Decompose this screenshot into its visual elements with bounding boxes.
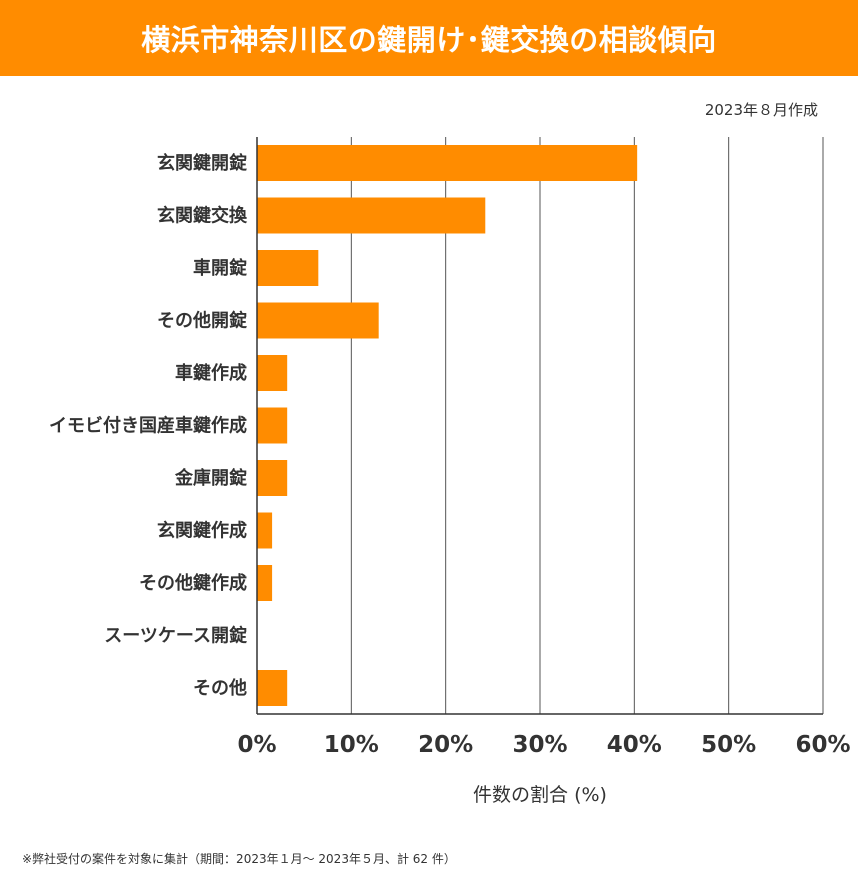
x-axis-label: 件数の割合 (%) <box>473 784 607 806</box>
bar <box>257 302 379 339</box>
bar <box>257 565 273 601</box>
created-date: 2023年８月作成 <box>704 101 818 119</box>
x-tick-label: 40% <box>607 732 662 758</box>
axes <box>256 137 823 715</box>
category-label: 玄関鍵開錠 <box>157 152 247 174</box>
category-label: イモビ付き国産車鍵作成 <box>49 415 247 437</box>
bar <box>257 670 288 706</box>
bar <box>257 460 288 496</box>
category-label: 玄関鍵作成 <box>157 520 247 542</box>
x-tick-label: 30% <box>512 732 567 758</box>
bar <box>257 250 319 286</box>
x-tick-labels: 0% 10% 20% 30% 40% 50% 60% <box>237 732 850 758</box>
x-tick-label: 60% <box>795 732 850 758</box>
category-labels: 玄関鍵開錠玄関鍵交換車開錠その他開錠車鍵作成イモビ付き国産車鍵作成金庫開錠玄関鍵… <box>49 152 248 699</box>
chart-title: 横浜市神奈川区の鍵開け･鍵交換の相談傾向 <box>141 23 717 57</box>
bars <box>257 145 638 706</box>
category-label: スーツケース開錠 <box>104 625 247 647</box>
chart-title-banner: 横浜市神奈川区の鍵開け･鍵交換の相談傾向 <box>0 0 858 76</box>
footnote: ※弊社受付の案件を対象に集計（期間：2023年１月～ 2023年５月、計 62 … <box>22 852 456 866</box>
category-label: 金庫開錠 <box>174 467 247 489</box>
bar <box>257 355 288 391</box>
bar <box>257 145 638 181</box>
category-label: その他 <box>193 677 247 699</box>
category-label: その他鍵作成 <box>139 572 247 594</box>
bar <box>257 512 273 549</box>
category-label: 車鍵作成 <box>175 362 247 384</box>
category-label: 車開錠 <box>193 257 247 279</box>
category-label: 玄関鍵交換 <box>157 205 248 227</box>
x-tick-label: 50% <box>701 732 756 758</box>
bar <box>257 407 288 444</box>
category-label: その他開錠 <box>157 310 247 332</box>
x-tick-label: 20% <box>418 732 473 758</box>
x-tick-label: 10% <box>324 732 379 758</box>
x-tick-label: 0% <box>237 732 276 758</box>
bar <box>257 197 486 234</box>
